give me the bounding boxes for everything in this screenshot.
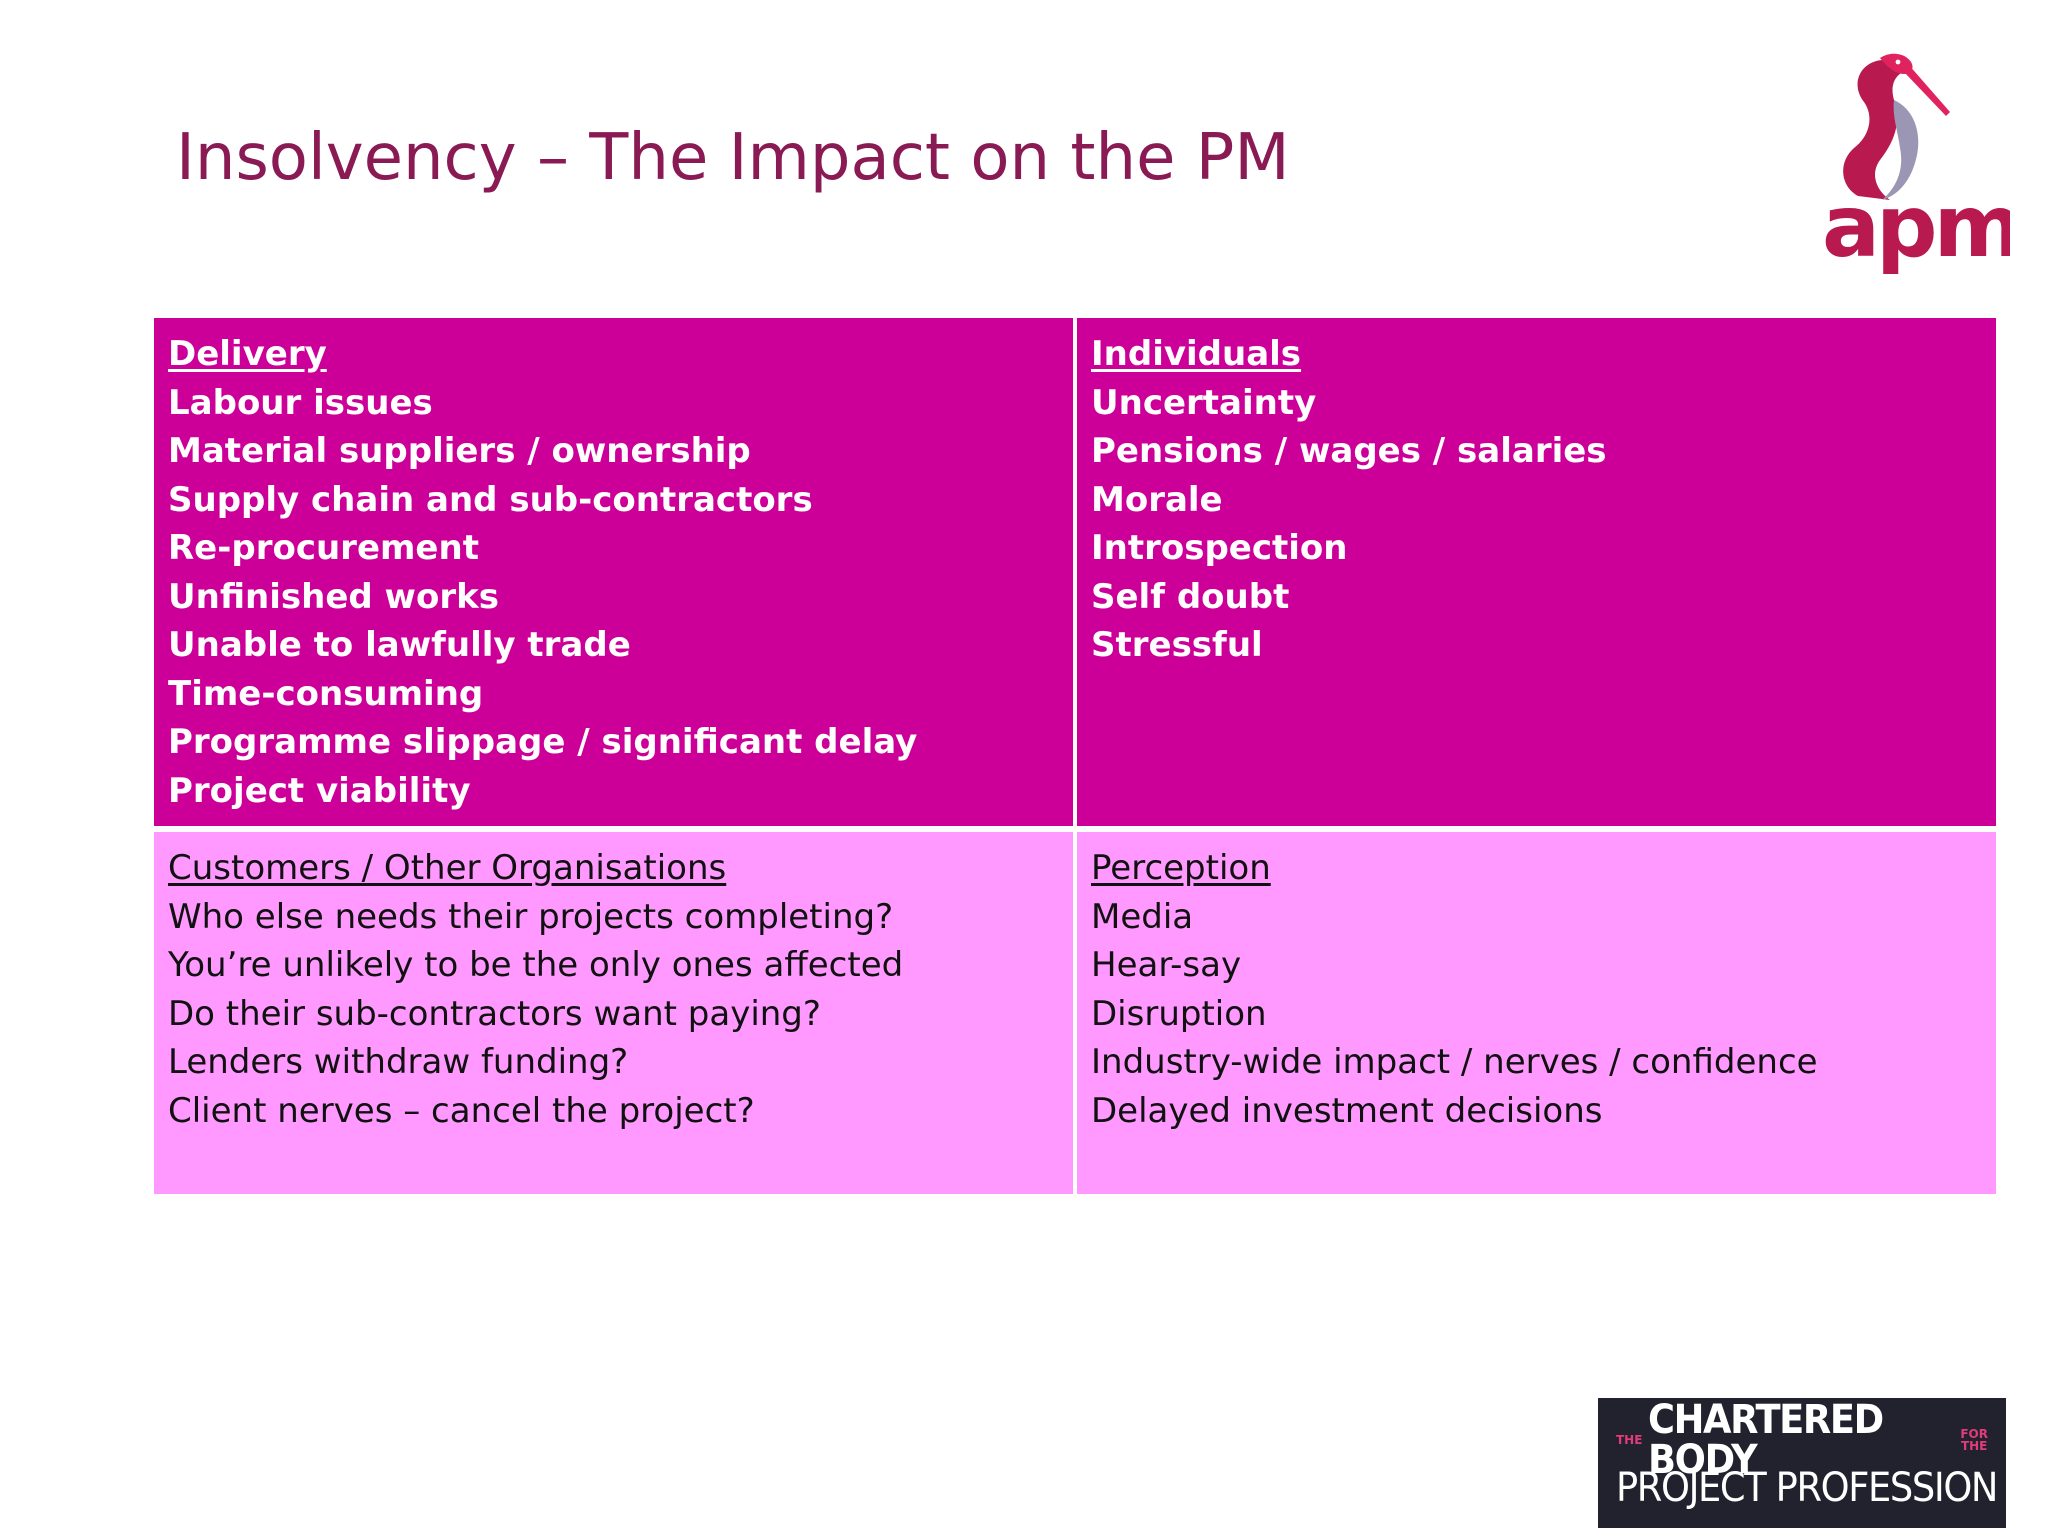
chartered-body-badge: THE CHARTERED BODY FOR THE PROJECT PROFE…: [1598, 1398, 2006, 1528]
list-item: Client nerves – cancel the project?: [168, 1090, 755, 1131]
list-item: Stressful: [1091, 625, 1263, 665]
list-item: Do their sub-contractors want paying?: [168, 993, 821, 1034]
customers-heading: Customers / Other Organisations: [168, 848, 727, 888]
list-item: Introspection: [1091, 528, 1348, 568]
badge-line-1: THE CHARTERED BODY FOR THE: [1616, 1400, 1988, 1480]
individuals-quadrant: Individuals Uncertainty Pensions / wages…: [1077, 318, 1996, 826]
list-item: Supply chain and sub-contractors: [168, 479, 813, 520]
customers-quadrant: Customers / Other Organisations Who else…: [154, 832, 1073, 1194]
list-item: Disruption: [1091, 993, 1267, 1034]
list-item: Project viability: [168, 770, 471, 811]
perception-list: Media Hear-say Disruption Industry-wide …: [1091, 893, 1982, 1136]
badge-suffix-top: FOR: [1960, 1427, 1988, 1441]
list-item: Material suppliers / ownership: [168, 431, 751, 471]
list-item: Programme slippage / significant delay: [168, 722, 918, 762]
badge-suffix: FOR THE: [1960, 1428, 1988, 1452]
list-item: Uncertainty: [1091, 382, 1317, 423]
apm-logo: apm: [1820, 50, 2023, 280]
slide-title: Insolvency – The Impact on the PM: [176, 121, 1290, 195]
delivery-list: Labour issues Material suppliers / owner…: [168, 379, 1059, 816]
list-item: Hear-say: [1091, 945, 1242, 985]
individuals-list: Uncertainty Pensions / wages / salaries …: [1091, 379, 1982, 670]
list-item: Media: [1091, 896, 1194, 937]
list-item: Delayed investment decisions: [1091, 1090, 1603, 1131]
badge-prefix: THE: [1616, 1434, 1642, 1446]
list-item: Lenders withdraw funding?: [168, 1042, 629, 1082]
list-item: Unable to lawfully trade: [168, 625, 631, 665]
individuals-heading: Individuals: [1091, 334, 1302, 374]
list-item: Self doubt: [1091, 576, 1290, 617]
heron-logo-icon: apm: [1822, 53, 2023, 277]
impact-grid: Delivery Labour issues Material supplier…: [154, 318, 1996, 1194]
delivery-quadrant: Delivery Labour issues Material supplier…: [154, 318, 1073, 826]
perception-quadrant: Perception Media Hear-say Disruption Ind…: [1077, 832, 1996, 1194]
delivery-heading: Delivery: [168, 334, 327, 374]
perception-heading: Perception: [1091, 848, 1271, 888]
list-item: Who else needs their projects completing…: [168, 896, 894, 937]
list-item: You’re unlikely to be the only ones affe…: [168, 945, 904, 985]
list-item: Industry-wide impact / nerves / confiden…: [1091, 1042, 1818, 1082]
badge-prefix-text: THE: [1616, 1433, 1643, 1447]
badge-suffix-bottom: THE: [1960, 1439, 1988, 1453]
badge-title: CHARTERED BODY: [1648, 1397, 1884, 1483]
list-item: Labour issues: [168, 382, 433, 423]
list-item: Unfinished works: [168, 576, 499, 617]
list-item: Time-consuming: [168, 673, 484, 714]
list-item: Morale: [1091, 479, 1223, 520]
badge-subtitle: PROJECT PROFESSION: [1616, 1465, 1998, 1511]
customers-list: Who else needs their projects completing…: [168, 893, 1059, 1136]
list-item: Re-procurement: [168, 528, 479, 568]
list-item: Pensions / wages / salaries: [1091, 431, 1607, 471]
logo-wordmark: apm: [1822, 177, 2010, 277]
